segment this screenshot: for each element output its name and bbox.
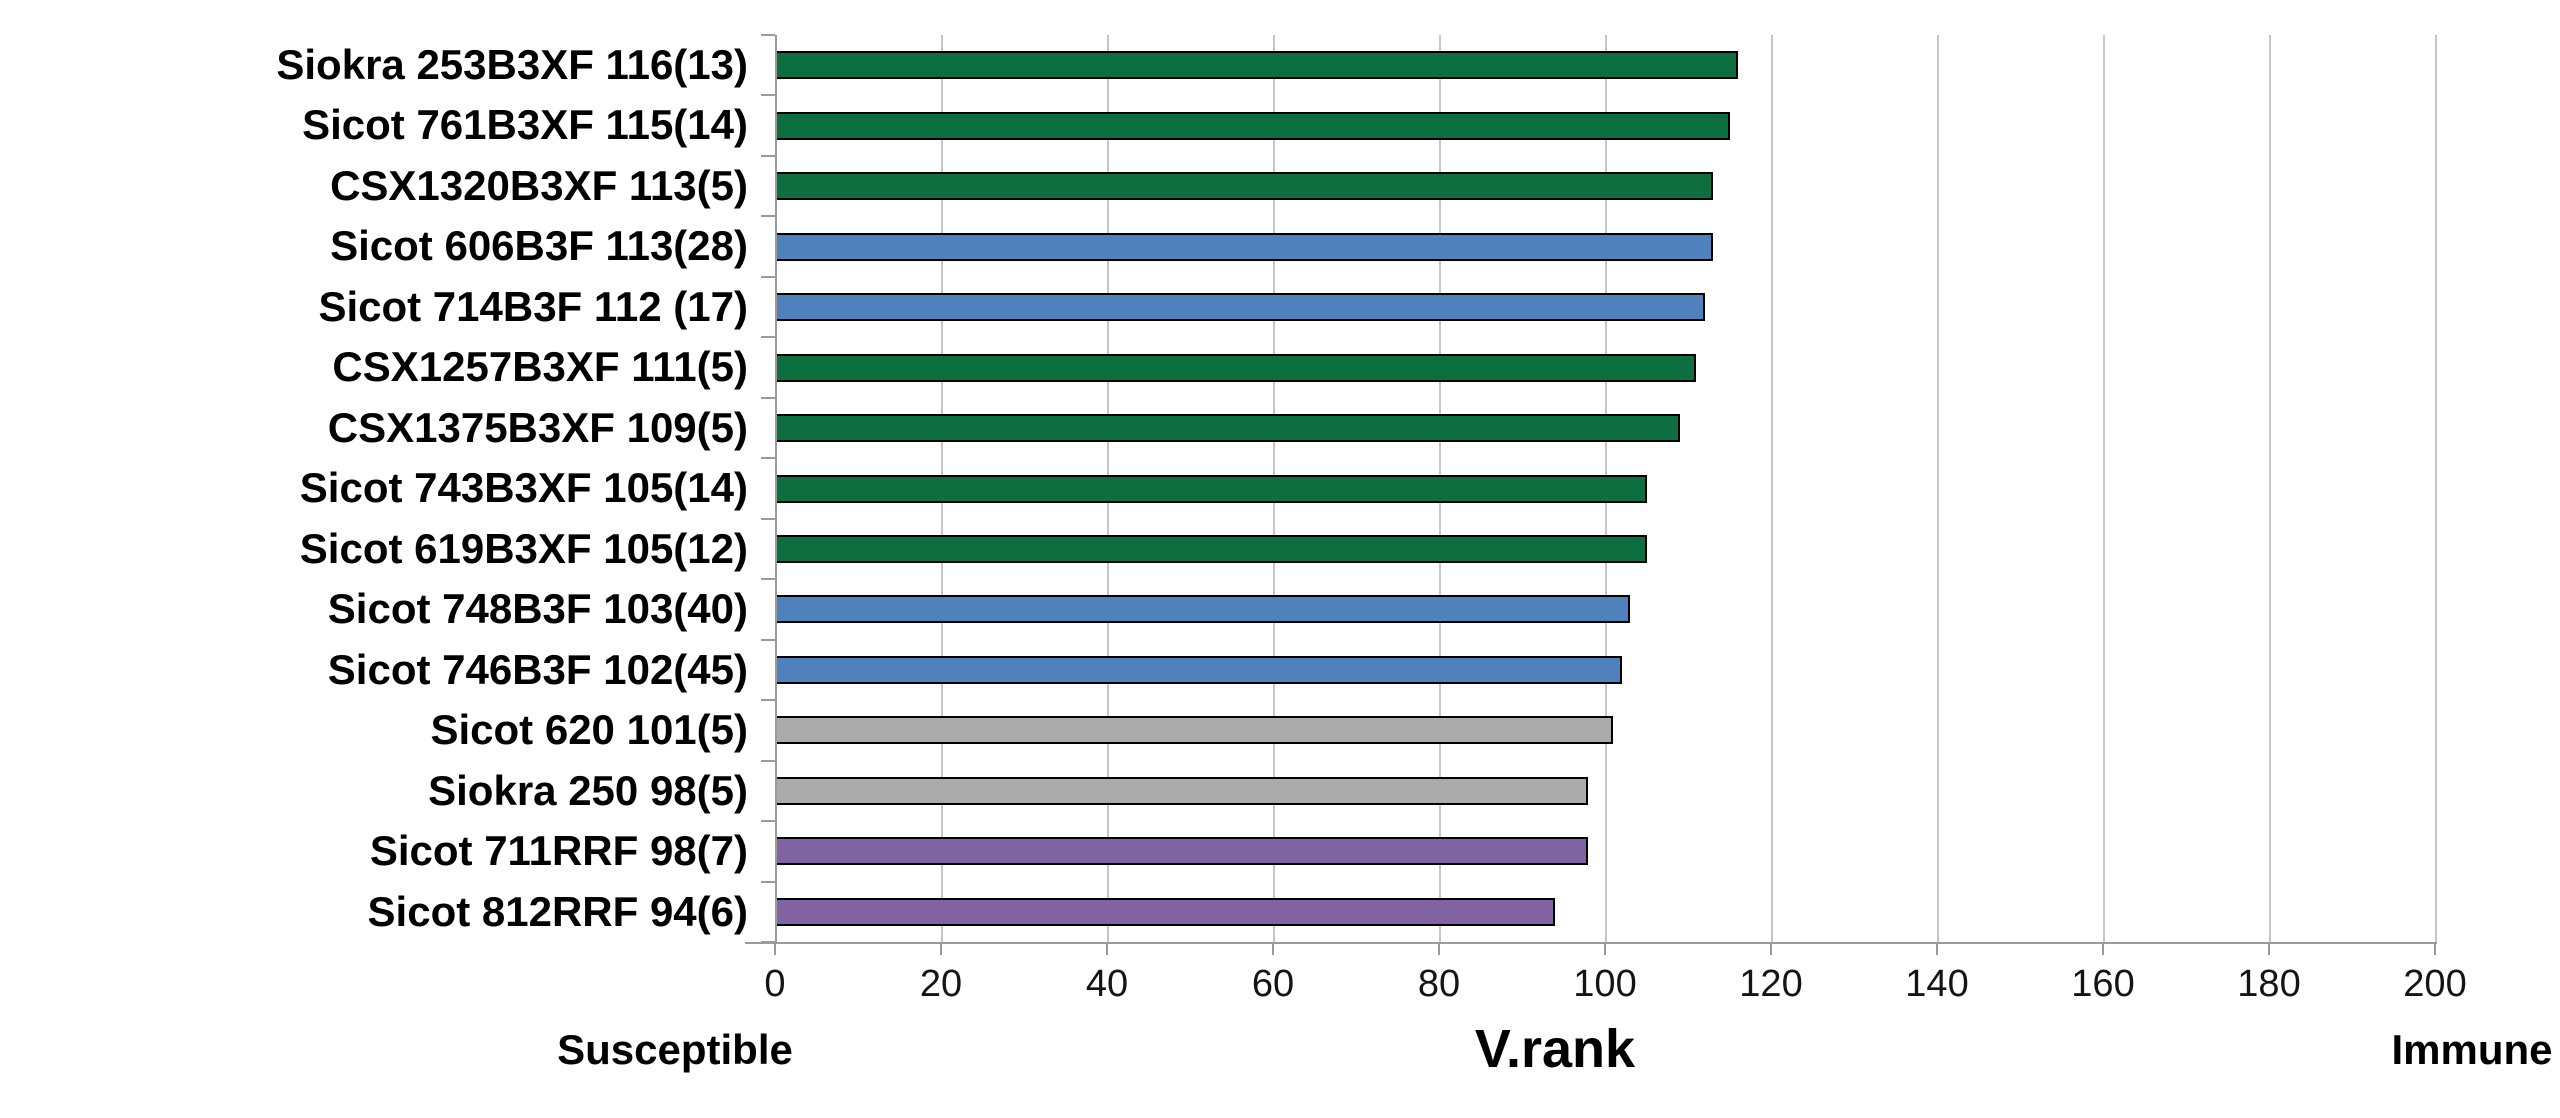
category-label: Sicot 606B3F 113(28)	[330, 222, 748, 270]
x-tick-mark	[1936, 942, 1938, 955]
bar	[775, 293, 1705, 322]
category-label: CSX1375B3XF 109(5)	[327, 403, 748, 451]
x-tick-mark	[1604, 942, 1606, 955]
x-tick-label: 80	[1417, 963, 1461, 1005]
x-tick-mark	[1770, 942, 1772, 955]
category-label: Sicot 812RRF 94(6)	[367, 887, 748, 935]
x-axis-title: V.rank	[1474, 1019, 1636, 1079]
gridline	[1771, 35, 1773, 942]
category-label: Sicot 761B3XF 115(14)	[302, 101, 748, 149]
x-tick-mark	[2102, 942, 2104, 955]
x-tick-label: 60	[1251, 963, 1295, 1005]
gridline	[2103, 35, 2105, 942]
y-tick-mark	[761, 638, 775, 641]
bar	[775, 776, 1589, 805]
plot-area	[775, 35, 2437, 942]
bar	[775, 232, 1713, 261]
x-tick-mark	[774, 942, 776, 955]
category-label: Siokra 253B3XF 116(13)	[276, 41, 748, 88]
gridline	[2435, 35, 2437, 942]
x-tick-label: 160	[2071, 963, 2135, 1005]
y-tick-mark	[761, 215, 775, 218]
y-tick-mark	[761, 880, 775, 883]
category-label: Sicot 619B3XF 105(12)	[299, 524, 748, 572]
gridline	[1937, 35, 1939, 942]
bar	[775, 474, 1647, 503]
bar	[775, 534, 1647, 563]
y-tick-mark	[761, 941, 775, 943]
x-axis-line	[745, 942, 2437, 944]
category-label: Sicot 714B3F 112 (17)	[318, 282, 748, 330]
category-label: CSX1320B3XF 113(5)	[330, 161, 748, 209]
y-tick-mark	[761, 94, 775, 97]
bar	[775, 111, 1730, 140]
category-label: CSX1257B3XF 111(5)	[332, 343, 748, 391]
y-tick-mark	[761, 820, 775, 823]
immune-annotation: Immune	[2391, 1026, 2553, 1073]
x-tick-mark	[1438, 942, 1440, 955]
bar	[775, 595, 1630, 624]
x-tick-mark	[1106, 942, 1108, 955]
y-tick-mark	[761, 34, 775, 36]
y-tick-mark	[761, 396, 775, 399]
susceptible-annotation: Susceptible	[557, 1026, 793, 1073]
x-tick-mark	[2434, 942, 2436, 955]
bar	[775, 51, 1738, 80]
x-tick-mark	[1272, 942, 1274, 955]
x-tick-mark	[2268, 942, 2270, 955]
y-tick-mark	[761, 275, 775, 278]
x-tick-label: 100	[1573, 963, 1637, 1005]
x-tick-label: 140	[1905, 963, 1969, 1005]
y-tick-mark	[761, 517, 775, 520]
x-tick-label: 180	[2237, 963, 2301, 1005]
category-label: Sicot 711RRF 98(7)	[369, 827, 748, 875]
bar	[775, 837, 1589, 866]
category-label: Sicot 746B3F 102(45)	[327, 645, 748, 693]
x-tick-label: 0	[764, 963, 786, 1005]
category-label: Sicot 748B3F 103(40)	[327, 585, 748, 633]
gridline	[2269, 35, 2271, 942]
x-tick-label: 200	[2403, 963, 2467, 1005]
y-tick-mark	[761, 154, 775, 157]
x-tick-label: 120	[1739, 963, 1803, 1005]
x-tick-mark	[940, 942, 942, 955]
bar	[775, 655, 1622, 684]
y-tick-mark	[761, 457, 775, 460]
category-label: Sicot 743B3XF 105(14)	[299, 464, 748, 512]
y-tick-mark	[761, 336, 775, 339]
bar	[775, 716, 1614, 745]
bar	[775, 414, 1680, 443]
y-tick-mark	[761, 759, 775, 762]
y-tick-mark	[761, 578, 775, 581]
x-tick-label: 20	[919, 963, 963, 1005]
y-axis-line	[775, 35, 777, 942]
bar	[775, 172, 1713, 201]
bar	[775, 897, 1556, 926]
y-tick-mark	[761, 699, 775, 702]
bar	[775, 353, 1697, 382]
category-label: Sicot 620 101(5)	[430, 706, 748, 754]
x-tick-label: 40	[1085, 963, 1129, 1005]
category-label: Siokra 250 98(5)	[428, 766, 748, 814]
